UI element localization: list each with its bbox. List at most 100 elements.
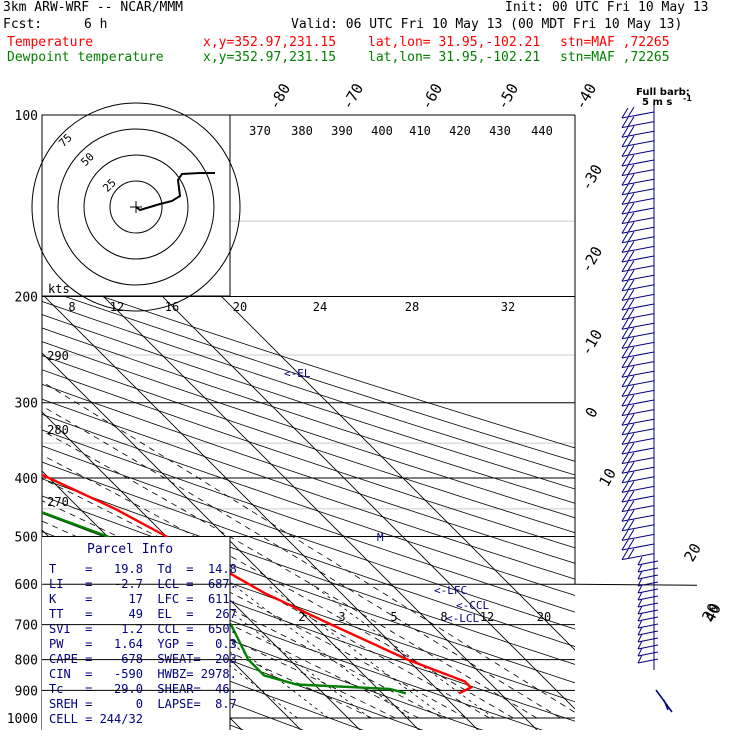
moist-adiabat-line: [42, 570, 372, 719]
wind-barb: [621, 154, 655, 167]
dry-adiabat-line: [42, 327, 575, 504]
wind-barb: [621, 231, 655, 244]
wind-barb: [621, 135, 655, 148]
isotherm-label: -60: [417, 80, 446, 112]
parcel-info-line: SREH = 0 LAPSE= 8.7: [49, 697, 237, 711]
dewpoint-station: stn=MAF ,72265: [560, 50, 670, 65]
wind-barb: [621, 116, 655, 129]
wind-barb: [621, 221, 655, 234]
wind-barb: [621, 269, 655, 282]
dry-adiabat-line: [42, 398, 575, 580]
isotherm-label: -70: [338, 80, 367, 112]
wind-barb: [621, 202, 655, 215]
wind-barb: [637, 584, 659, 594]
isotherm-label: -20: [577, 243, 606, 275]
parcel-info-line: T = 19.8 Td = 14.8: [49, 562, 237, 576]
wind-barb: [621, 471, 655, 484]
dewpoint-latlon: lat,lon= 31.95,-102.21: [368, 50, 541, 65]
wind-barb: [637, 612, 659, 622]
wind-barb: [637, 598, 659, 608]
dewpoint-profile-line: [42, 511, 407, 695]
mixing-ratio-line: [232, 583, 411, 719]
wind-barb: [637, 563, 659, 573]
wind-barb: [621, 212, 655, 225]
moist-adiabat-line: [42, 520, 443, 719]
wind-barb: [621, 490, 655, 503]
wind-barb: [621, 529, 655, 541]
wind-barb: [621, 106, 655, 119]
wind-barb: [621, 298, 655, 311]
dry-adiabat-line: [42, 478, 575, 665]
isotherm-line: [0, 87, 7, 730]
wind-barb: [621, 538, 655, 551]
wind-barb: [621, 193, 655, 205]
pressure-tick-label: 800: [15, 654, 38, 669]
wind-barb: [621, 423, 655, 436]
lcl-annotation: <-LCL: [446, 612, 479, 625]
isotherm-label: 20: [680, 540, 705, 565]
fcst-value: 6 h: [84, 17, 108, 32]
mixing-ratio-label: 3: [338, 610, 345, 624]
hodograph-ring: [109, 180, 163, 234]
mixing-ratio-label: 5: [390, 610, 397, 624]
lower-right-edge: [574, 583, 698, 586]
wind-barb: [621, 452, 655, 465]
wind-barb: [621, 125, 655, 138]
parcel-info-line: PW = 1.64 YGP = 0.3: [49, 637, 237, 651]
wind-barb: [621, 308, 655, 321]
mixing-ratio-label: 2: [298, 610, 305, 624]
isotherm-line: [42, 352, 420, 730]
dry-adiabat-label: 390: [331, 124, 353, 138]
wind-barb: [621, 519, 655, 532]
wind-barb: [621, 385, 655, 397]
isotherm-label: 40: [700, 600, 725, 625]
wind-barb: [621, 260, 655, 273]
parcel-info-line: CAPE = 678 SWEAT= 203: [49, 652, 237, 666]
pressure-tick-label: 700: [15, 619, 38, 634]
el-annotation: <-EL: [284, 367, 311, 380]
pressure-tick-label: 400: [15, 472, 38, 487]
pressure-tick-label: 300: [15, 397, 38, 412]
dry-adiabat-line: [42, 495, 575, 684]
temperature-latlon: lat,lon= 31.95,-102.21: [368, 35, 541, 50]
mixing-ratio-label: 20: [233, 300, 247, 314]
dry-adiabat-label: 420: [449, 124, 471, 138]
wind-barb: [621, 164, 655, 177]
dry-adiabat-line: [42, 461, 575, 647]
dry-adiabat-line: [42, 288, 575, 462]
init-time: Init: 00 UTC Fri 10 May 13: [505, 0, 709, 15]
parcel-info-line: K = 17 LFC = 611.: [49, 592, 237, 606]
mixing-ratio-line: [194, 583, 371, 719]
wind-barb: [621, 413, 655, 426]
parcel-info-line: TT = 49 EL = 267: [49, 607, 237, 621]
dry-adiabat-line: [42, 341, 575, 519]
full-barb-label: Full barb:: [636, 87, 690, 98]
full-barb-units-exp: -1: [683, 94, 692, 103]
wind-barb: [621, 500, 655, 513]
isotherm-label: 10: [595, 465, 620, 490]
wind-barb: [621, 173, 655, 186]
wind-barb: [621, 337, 655, 349]
wind-barb: [621, 356, 655, 369]
model-title: 3km ARW-WRF -- NCAR/MMM: [3, 0, 184, 15]
dry-adiabat-label: 370: [249, 124, 271, 138]
parcel-info-line: SVI = 1.2 CCL = 650.: [49, 622, 237, 636]
isotherm-label: -40: [571, 80, 600, 112]
mixing-ratio-label: 24: [313, 300, 327, 314]
temperature-legend-label: Temperature: [7, 35, 94, 50]
hodograph-units-label: kts: [48, 282, 70, 296]
wind-barb: [637, 654, 659, 664]
mixing-ratio-label: 28: [405, 300, 419, 314]
mixing-ratio-label: 8: [68, 300, 75, 314]
wind-barb: [621, 317, 655, 330]
wind-barb: [637, 591, 659, 601]
dry-adiabat-line: [42, 301, 575, 476]
wind-barb: [621, 375, 655, 388]
mixing-ratio-label: 8: [440, 610, 447, 624]
dry-adiabat-label: 270: [47, 495, 69, 509]
mixing-ratio-line: [266, 583, 447, 719]
wind-barbs: [621, 100, 673, 713]
